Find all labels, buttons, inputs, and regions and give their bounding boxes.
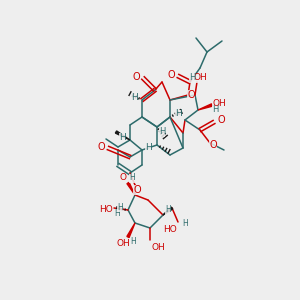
Text: OH: OH [116,239,130,248]
Text: HO: HO [99,206,113,214]
Text: OH: OH [212,98,226,107]
Polygon shape [127,223,135,238]
Text: O: O [167,70,175,80]
Text: H: H [159,128,165,136]
Text: H: H [118,133,125,142]
Text: H: H [117,202,123,211]
Text: O: O [187,90,195,100]
Text: H: H [129,173,135,182]
Text: O: O [132,72,140,82]
Text: H: H [114,208,120,217]
Polygon shape [163,207,173,215]
Polygon shape [116,131,130,140]
Text: H: H [130,92,137,101]
Text: H: H [182,218,188,227]
Text: H: H [175,110,182,118]
Text: H: H [165,206,171,214]
Text: O: O [217,115,225,125]
Text: O: O [133,185,141,195]
Text: H: H [145,142,152,152]
Text: H: H [130,238,136,247]
Polygon shape [198,104,212,110]
Text: HO: HO [163,224,177,233]
Text: O: O [97,142,105,152]
Text: O: O [119,173,127,182]
Text: OH: OH [193,74,207,82]
Text: H: H [212,106,218,115]
Polygon shape [127,182,135,195]
Text: H: H [189,74,195,82]
Text: O: O [209,140,217,150]
Text: OH: OH [151,242,165,251]
